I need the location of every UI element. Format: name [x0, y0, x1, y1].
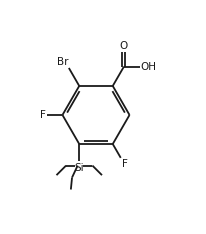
Text: F: F [40, 110, 46, 120]
Text: F: F [122, 159, 128, 169]
Text: O: O [120, 41, 128, 51]
Text: Si: Si [74, 163, 84, 173]
Text: OH: OH [141, 62, 157, 72]
Text: Br: Br [57, 57, 68, 67]
